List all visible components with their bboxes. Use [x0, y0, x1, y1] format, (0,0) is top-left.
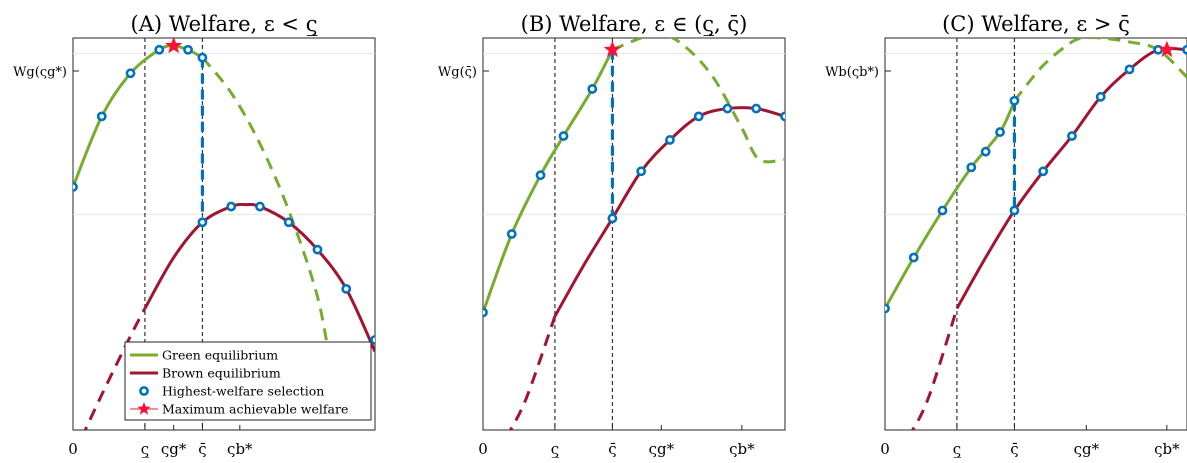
x-tick-label: ςb*	[729, 440, 755, 458]
green-selection-point	[197, 52, 208, 63]
x-tick-label: ςb*	[227, 440, 253, 458]
legend-label: Green equilibrium	[162, 348, 278, 363]
panel-2: (C) Welfare, ε > ς̄ Wb(ςb*) 0 ς̲ ς̄ ςg* ςb*	[825, 12, 1187, 458]
green-selection-point	[125, 68, 136, 79]
brown-dashed-curve	[508, 315, 557, 430]
green-curve	[73, 44, 204, 188]
green-selection-point	[995, 127, 1005, 137]
green-selection-point	[587, 84, 598, 94]
panel-title: (A) Welfare, ε < ς̲	[131, 12, 318, 36]
panel-title: (C) Welfare, ε > ς̄	[942, 12, 1130, 36]
panel-title: (B) Welfare, ε ∈ (ς̲, ς̄)	[521, 12, 748, 36]
green-selection-point	[535, 170, 546, 181]
brown-selection-point	[636, 166, 647, 177]
plot-area	[483, 38, 785, 430]
x-tick-label: ςb*	[1154, 440, 1180, 458]
brown-selection-point	[665, 135, 675, 145]
brown-selection-point	[1038, 166, 1049, 177]
x-tick-label: 0	[68, 440, 78, 458]
plot-area	[885, 38, 1187, 430]
green-selection-point	[73, 182, 78, 192]
x-tick-label: ςg*	[161, 440, 187, 458]
brown-selection-point	[283, 217, 294, 228]
panel-0: (A) Welfare, ε < ς̲ Wg(ςg*) 0 ς̲ ςg* ς̄ ςb* Gre…	[13, 12, 376, 458]
brown-selection-point	[341, 283, 352, 294]
x-tick-label: ς̄	[1010, 440, 1018, 458]
green-selection-point	[96, 111, 107, 122]
x-tick-label: ς̲	[141, 440, 149, 458]
green-selection-point	[1009, 95, 1020, 106]
green-selection-point	[885, 303, 890, 314]
axes-frame	[482, 37, 786, 431]
x-tick-label: ςg*	[649, 440, 675, 458]
brown-selection-point	[1124, 64, 1135, 75]
brown-selection-point	[751, 103, 762, 114]
x-tick-label: ς̲	[551, 440, 559, 458]
green-selection-point	[966, 162, 977, 173]
legend-selection-marker	[139, 386, 149, 396]
legend-label: Brown equilibrium	[162, 366, 281, 381]
green-selection-point	[980, 146, 991, 157]
green-dashed-curve	[611, 38, 785, 164]
green-selection-point	[183, 44, 193, 55]
brown-curve	[955, 46, 1187, 310]
brown-selection-point	[1009, 205, 1020, 216]
x-tick-label: 0	[880, 440, 890, 458]
brown-selection-point	[607, 213, 618, 224]
brown-selection-point	[226, 201, 237, 212]
legend: Green equilibrium Brown equilibrium Highes…	[124, 341, 372, 421]
brown-selection-point	[312, 244, 323, 255]
green-selection-point	[937, 205, 948, 216]
brown-selection-point	[1095, 91, 1106, 102]
maximum-welfare-star	[165, 36, 183, 54]
x-tick-label: ς̲	[953, 440, 961, 458]
brown-selection-point	[255, 201, 265, 212]
brown-dashed-curve	[83, 307, 147, 430]
axes-frame	[72, 37, 376, 431]
brown-selection-point	[693, 111, 704, 122]
green-selection-point	[506, 229, 517, 239]
brown-selection-point	[1182, 44, 1187, 55]
legend-label: Highest-welfare selection	[162, 384, 324, 399]
brown-selection-point	[370, 334, 375, 345]
legend-star-marker	[137, 402, 151, 415]
green-curve	[885, 100, 1016, 310]
y-tick-label: Wg(ς̄)	[438, 65, 477, 80]
green-selection-point	[483, 307, 488, 318]
y-tick-label: Wg(ςg*)	[13, 65, 67, 80]
brown-curve	[143, 202, 375, 353]
brown-selection-point	[722, 103, 733, 114]
green-selection-point	[908, 252, 919, 263]
brown-selection-point	[197, 217, 208, 228]
brown-dashed-curve	[910, 308, 959, 430]
maximum-welfare-star	[1158, 40, 1176, 58]
green-selection-point	[558, 131, 569, 141]
x-tick-label: ςg*	[1074, 440, 1100, 458]
legend-box	[124, 341, 372, 421]
x-tick-label: 0	[478, 440, 488, 458]
panel-1: (B) Welfare, ε ∈ (ς̲, ς̄) Wg(ς̄) 0 ς̲ ς̄ ςg* ς…	[438, 12, 786, 458]
brown-selection-point	[780, 111, 785, 122]
axes-frame	[884, 37, 1187, 431]
x-tick-label: ς̄	[608, 440, 616, 458]
maximum-welfare-star	[603, 40, 622, 58]
x-tick-label: ς̄	[198, 440, 206, 458]
green-selection-point	[154, 44, 165, 55]
y-tick-label: Wb(ςb*)	[825, 65, 879, 80]
legend-label: Maximum achievable welfare	[162, 402, 348, 417]
brown-selection-point	[1067, 131, 1077, 141]
